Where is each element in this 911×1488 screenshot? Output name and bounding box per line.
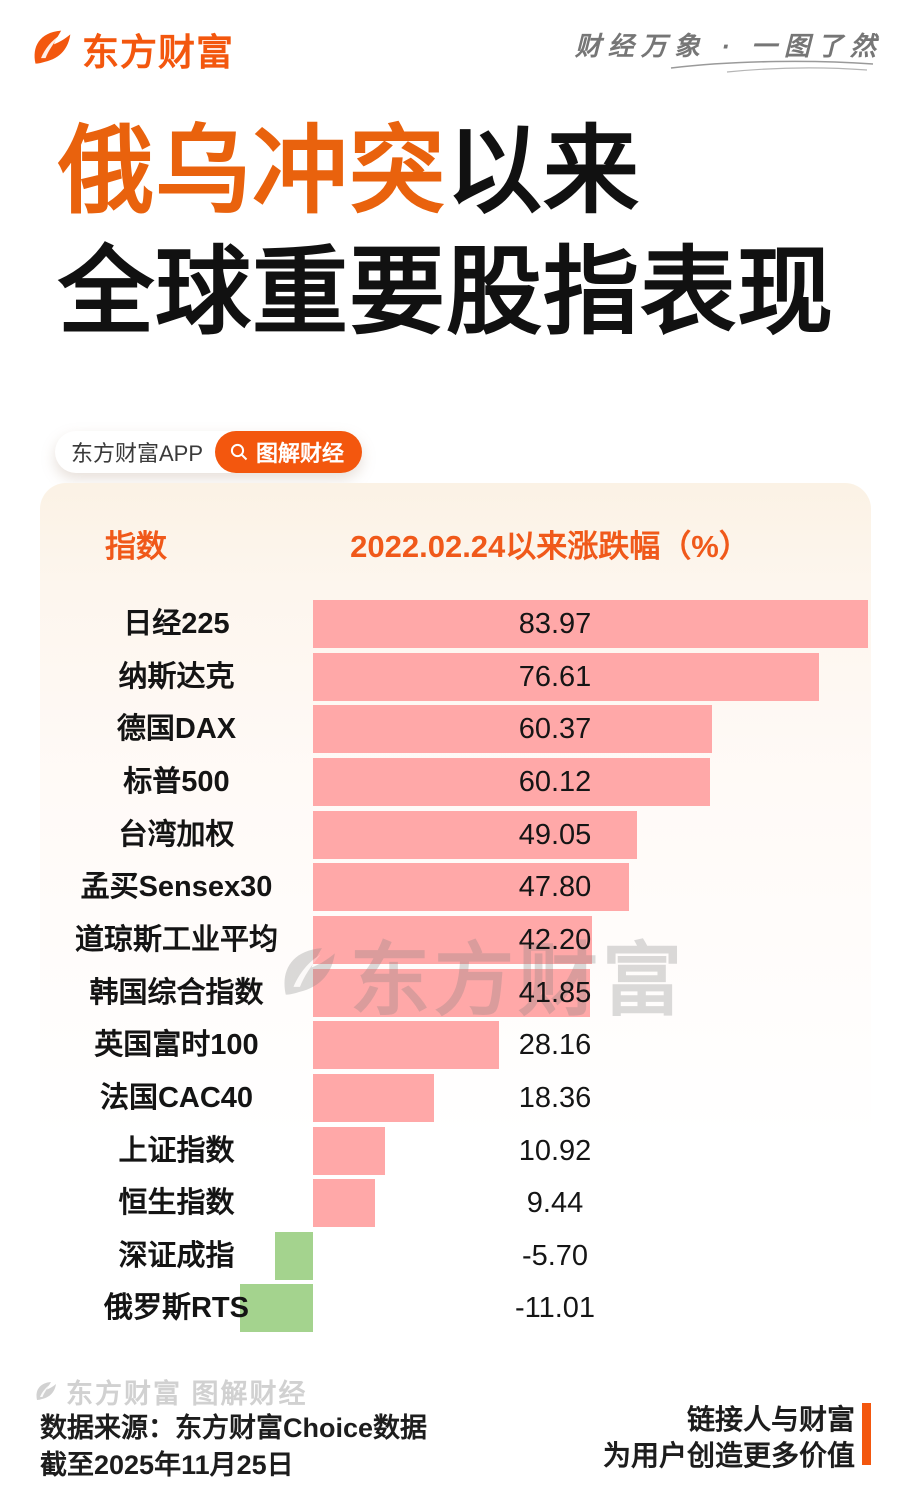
chart-row: 台湾加权 49.05 xyxy=(40,810,871,859)
chart-row: 标普500 60.12 xyxy=(40,757,871,806)
data-cutoff-line: 截至2025年11月25日 xyxy=(40,1450,294,1480)
title-highlight: 俄乌冲突 xyxy=(58,118,446,225)
value-label: 83.97 xyxy=(518,608,592,640)
positive-bar xyxy=(313,1126,385,1175)
column-header-value: 2022.02.24以来涨跌幅（%） xyxy=(350,529,750,564)
index-label: 深证成指 xyxy=(118,1239,235,1272)
index-label: 韩国综合指数 xyxy=(89,976,264,1009)
index-label: 法国CAC40 xyxy=(99,1081,254,1114)
footer-slogan-line2: 为用户创造更多价值 xyxy=(602,1440,855,1471)
negative-bar xyxy=(275,1231,313,1280)
index-label: 纳斯达克 xyxy=(118,660,235,693)
eastmoney-logo-icon xyxy=(34,30,71,64)
chart-row: 纳斯达克 76.61 xyxy=(40,652,871,701)
index-label: 道琼斯工业平均 xyxy=(74,923,278,956)
brand-header: 东方财富 xyxy=(30,22,234,76)
slogan-underline-swoosh xyxy=(670,60,874,73)
brand-slogan: 财经万象 · 一图了然 xyxy=(574,31,883,61)
map-finance-button-label: 图解财经 xyxy=(256,441,345,466)
map-finance-button[interactable]: 图解财经 xyxy=(215,431,363,473)
value-label: -11.01 xyxy=(514,1292,596,1325)
positive-bar xyxy=(313,1073,434,1122)
value-label: 76.61 xyxy=(518,660,592,693)
index-label: 德国DAX xyxy=(116,713,237,746)
value-label: 28.16 xyxy=(518,1029,592,1062)
value-label: 60.12 xyxy=(518,765,592,798)
value-label: 10.92 xyxy=(518,1134,592,1167)
value-label: 49.05 xyxy=(518,818,592,851)
negative-bar xyxy=(240,1284,313,1333)
chart-row: 英国富时100 28.16 xyxy=(40,1021,871,1070)
footer-watermark: 东方财富 图解财经 xyxy=(34,1372,308,1411)
positive-bar xyxy=(313,1179,375,1228)
positive-bar xyxy=(313,863,629,912)
positive-bar xyxy=(313,810,637,859)
positive-bar xyxy=(313,1021,499,1070)
chart-row: 俄罗斯RTS -11.01 xyxy=(40,1284,871,1333)
index-label: 恒生指数 xyxy=(118,1187,235,1220)
chart-row: 法国CAC40 18.36 xyxy=(40,1073,871,1122)
value-label: 41.85 xyxy=(518,976,592,1009)
bar-chart: 日经225 83.97 纳斯达克 76.61 德国DAX 60.37 标普500 60.12 台… xyxy=(40,600,871,1340)
data-source-line: 数据来源：东方财富Choice数据 xyxy=(40,1413,428,1443)
positive-bar xyxy=(313,757,710,806)
value-label: 60.37 xyxy=(518,713,592,746)
positive-bar xyxy=(313,915,592,964)
app-tag: 东方财富APP 图解财经 xyxy=(55,431,363,473)
index-label: 标普500 xyxy=(123,765,230,798)
chart-row: 日经225 83.97 xyxy=(40,600,871,648)
value-label: 47.80 xyxy=(518,871,592,904)
positive-bar xyxy=(313,600,868,648)
footer-slogan: 链接人与财富 为用户创造更多价值 xyxy=(603,1402,855,1474)
index-label: 日经225 xyxy=(123,608,230,640)
eastmoney-logo-icon xyxy=(36,1381,56,1400)
positive-bar xyxy=(313,968,590,1017)
footer-accent-bar xyxy=(862,1403,871,1465)
value-label: 18.36 xyxy=(518,1081,592,1114)
title-rest: 以来 xyxy=(446,118,640,225)
chart-row: 上证指数 10.92 xyxy=(40,1126,871,1175)
chart-row: 孟买Sensex30 47.80 xyxy=(40,863,871,912)
footer-slogan-line1: 链接人与财富 xyxy=(686,1404,855,1435)
column-header-index: 指数 xyxy=(105,529,167,564)
chart-row: 韩国综合指数 41.85 xyxy=(40,968,871,1017)
value-label: 9.44 xyxy=(526,1187,584,1220)
positive-bar xyxy=(313,705,712,754)
index-label: 台湾加权 xyxy=(118,818,235,851)
app-tag-label: 东方财富APP xyxy=(71,441,204,466)
chart-row: 深证成指 -5.70 xyxy=(40,1231,871,1280)
value-label: 42.20 xyxy=(518,923,592,956)
positive-bar xyxy=(313,652,819,701)
index-label: 英国富时100 xyxy=(94,1029,259,1062)
footer-watermark-text: 东方财富 图解财经 xyxy=(66,1379,308,1409)
index-label: 俄罗斯RTS xyxy=(103,1292,249,1325)
title-line2: 全球重要股指表现 xyxy=(58,238,834,346)
search-icon xyxy=(230,443,248,461)
page-title: 俄乌冲突以来 全球重要股指表现 xyxy=(58,112,834,354)
brand-name: 东方财富 xyxy=(82,32,234,73)
chart-row: 德国DAX 60.37 xyxy=(40,705,871,754)
chart-row: 道琼斯工业平均 42.20 xyxy=(40,915,871,964)
chart-row: 恒生指数 9.44 xyxy=(40,1179,871,1228)
index-label: 上证指数 xyxy=(118,1134,235,1167)
value-label: -5.70 xyxy=(521,1239,589,1272)
index-label: 孟买Sensex30 xyxy=(80,871,273,904)
